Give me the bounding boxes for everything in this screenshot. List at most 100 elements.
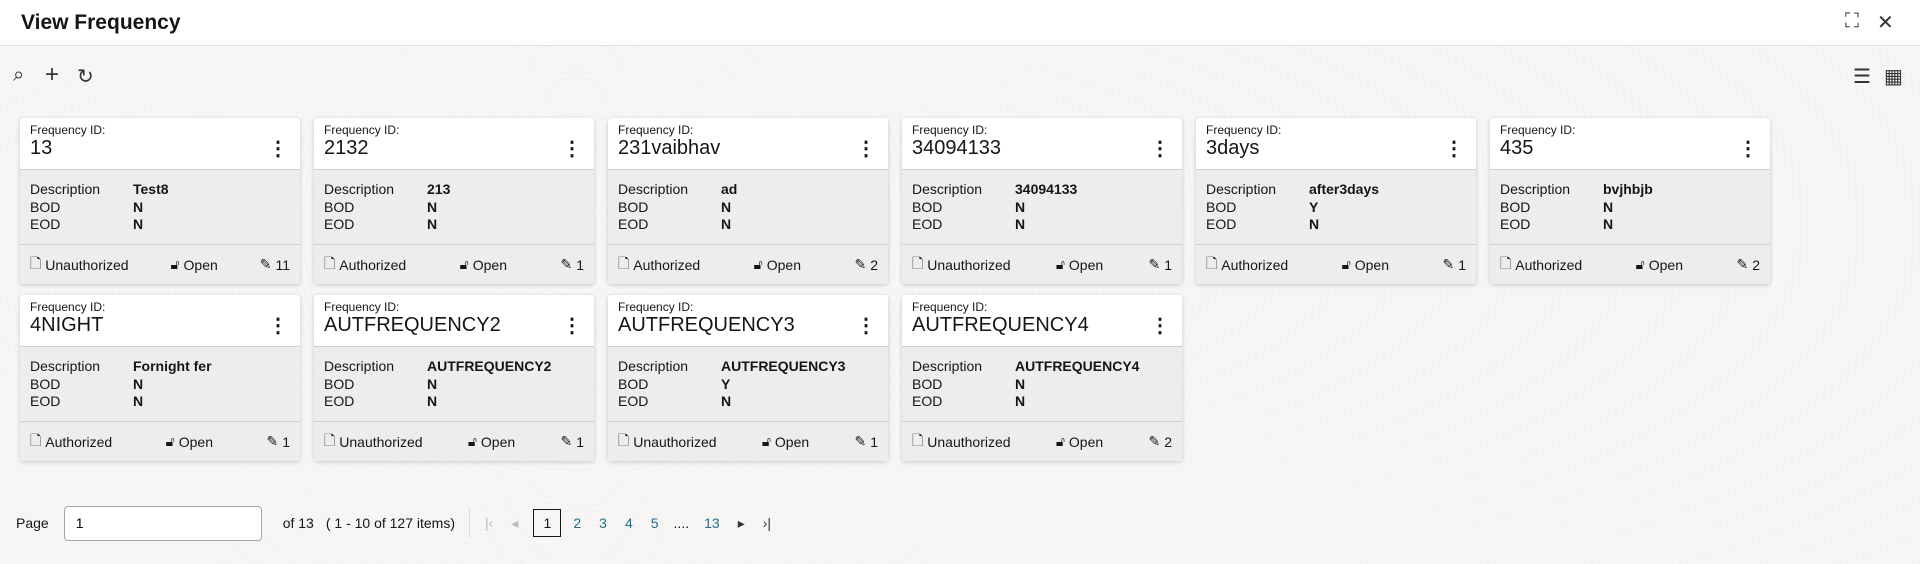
frequency-id-label: Frequency ID: (912, 300, 988, 314)
page-input[interactable] (63, 505, 262, 541)
frequency-card[interactable]: Frequency ID: 4NIGHT ⋮ Description Fornig… (20, 295, 300, 461)
more-options-icon[interactable]: ⋮ (1444, 138, 1464, 160)
close-icon[interactable]: ✕ (1877, 12, 1894, 34)
bod-value: N (427, 375, 438, 392)
frequency-card[interactable]: Frequency ID: AUTFREQUENCY3 ⋮ Descriptio… (608, 295, 888, 461)
page-5[interactable]: 5 (650, 515, 659, 531)
more-options-icon[interactable]: ⋮ (856, 138, 876, 160)
frequency-card[interactable]: Frequency ID: 3days ⋮ Description after3d… (1196, 118, 1476, 284)
modification-count: ✎ 2 (854, 256, 878, 273)
frequency-card[interactable]: Frequency ID: 231vaibhav ⋮ Description ad… (608, 118, 888, 284)
document-icon: 🗋 (912, 431, 924, 448)
frequency-card[interactable]: Frequency ID: 13 ⋮ Description Test8 BOD N… (20, 118, 300, 284)
frequency-id[interactable]: 34094133 (912, 137, 1001, 159)
modification-count: ✎ 2 (1148, 433, 1172, 450)
last-page-icon[interactable]: ›| (762, 515, 772, 531)
card-body: Description Test8 BOD N EOD N (20, 170, 300, 245)
auth-status: 🗋 Authorized (30, 430, 112, 454)
frequency-id[interactable]: AUTFREQUENCY3 (618, 314, 795, 336)
modification-number: 2 (1164, 433, 1172, 450)
card-body: Description AUTFREQUENCY2 BOD N EOD N (314, 347, 594, 422)
auth-status: 🗋 Authorized (1500, 253, 1582, 277)
more-options-icon[interactable]: ⋮ (268, 315, 288, 337)
bod-value: N (721, 198, 732, 215)
more-options-icon[interactable]: ⋮ (1738, 138, 1758, 160)
previous-page-icon[interactable]: ◂ (511, 514, 519, 531)
frequency-id[interactable]: 13 (30, 137, 53, 159)
frequency-id-label: Frequency ID: (324, 300, 400, 314)
frequency-card[interactable]: Frequency ID: AUTFREQUENCY4 ⋮ Descriptio… (902, 295, 1182, 461)
more-options-icon[interactable]: ⋮ (268, 138, 288, 160)
minimize-icon[interactable]: ⛶ (1845, 10, 1859, 32)
lock-status-text: Open (774, 433, 810, 450)
frequency-id[interactable]: 231vaibhav (618, 137, 721, 159)
card-body: Description ad BOD N EOD N (608, 170, 888, 245)
pagination: Page of 13 ( 1 - 10 of 127 items) |‹ ◂ 1… (0, 505, 780, 541)
more-options-icon[interactable]: ⋮ (1150, 315, 1170, 337)
frequency-id[interactable]: AUTFREQUENCY2 (324, 314, 501, 336)
card-header: Frequency ID: 435 ⋮ (1490, 118, 1770, 170)
page-last[interactable]: 13 (704, 515, 720, 531)
eod-value: N (427, 216, 438, 232)
frequency-card[interactable]: Frequency ID: AUTFREQUENCY2 ⋮ Descriptio… (314, 295, 594, 461)
eod-label: EOD (618, 216, 649, 232)
search-icon[interactable]: ⌕ (13, 64, 25, 86)
page-2[interactable]: 2 (573, 515, 582, 531)
frequency-id[interactable]: 2132 (324, 137, 369, 159)
frequency-id-label: Frequency ID: (324, 123, 400, 137)
document-icon: 🗋 (30, 254, 42, 271)
modification-count: ✎ 1 (1148, 256, 1172, 273)
lock-status: 🔓︎ Open (1342, 256, 1389, 273)
frequency-id[interactable]: 4NIGHT (30, 314, 104, 336)
unlock-icon: 🔓︎ (1635, 256, 1645, 272)
lock-status-text: Open (1354, 256, 1389, 273)
frequency-card[interactable]: Frequency ID: 34094133 ⋮ Description 3409… (902, 118, 1182, 284)
eod-label: EOD (324, 393, 355, 409)
current-page[interactable]: 1 (533, 509, 562, 537)
more-options-icon[interactable]: ⋮ (856, 315, 876, 337)
page-3[interactable]: 3 (599, 515, 607, 531)
frequency-id[interactable]: 435 (1500, 137, 1534, 159)
card-header: Frequency ID: AUTFREQUENCY3 ⋮ (608, 295, 888, 347)
auth-status-text: Unauthorized (927, 256, 1011, 273)
frequency-id-label: Frequency ID: (1206, 123, 1282, 137)
next-page-icon[interactable]: ▸ (737, 514, 745, 531)
frequency-card[interactable]: Frequency ID: 435 ⋮ Description bvjhbjb B… (1490, 118, 1770, 284)
frequency-card[interactable]: Frequency ID: 2132 ⋮ Description 213 BOD N… (314, 118, 594, 284)
description-value: ad (721, 181, 738, 197)
add-icon[interactable]: + (45, 61, 60, 88)
more-options-icon[interactable]: ⋮ (562, 138, 582, 160)
edit-icon: ✎ (1148, 256, 1161, 272)
modification-count: ✎ 1 (854, 433, 878, 450)
modification-number: 2 (870, 256, 878, 273)
description-value: AUTFREQUENCY2 (427, 358, 552, 374)
unlock-icon: 🔓︎ (170, 256, 180, 272)
list-view-icon[interactable]: ☰ (1853, 66, 1871, 88)
auth-status-text: Authorized (1221, 256, 1289, 273)
grid-view-icon[interactable]: ▦ (1884, 66, 1903, 88)
first-page-icon[interactable]: |‹ (485, 515, 494, 531)
page-4[interactable]: 4 (624, 515, 633, 531)
eod-label: EOD (1500, 216, 1531, 232)
eod-value: N (721, 216, 732, 232)
frequency-id-label: Frequency ID: (618, 300, 694, 314)
description-label: Description (324, 358, 395, 374)
auth-status-text: Authorized (1515, 256, 1583, 273)
card-footer: 🗋 Unauthorized 🔓︎ Open ✎ 1 (608, 422, 888, 461)
card-body: Description 213 BOD N EOD N (314, 170, 594, 245)
more-options-icon[interactable]: ⋮ (1150, 138, 1170, 160)
more-options-icon[interactable]: ⋮ (562, 315, 582, 337)
refresh-icon[interactable]: ↻ (77, 66, 94, 88)
card-footer: 🗋 Unauthorized 🔓︎ Open ✎ 11 (20, 245, 300, 284)
lock-status-text: Open (1068, 433, 1104, 450)
edit-icon: ✎ (854, 433, 867, 449)
frequency-id[interactable]: 3days (1206, 137, 1260, 159)
eod-value: N (721, 393, 732, 409)
card-footer: 🗋 Unauthorized 🔓︎ Open ✎ 1 (902, 245, 1182, 284)
lock-status-text: Open (472, 256, 507, 273)
frequency-id[interactable]: AUTFREQUENCY4 (912, 314, 1089, 336)
lock-status: 🔓︎ Open (1056, 256, 1103, 273)
description-value: Test8 (133, 181, 169, 197)
bod-label: BOD (618, 375, 649, 392)
bod-value: Y (721, 375, 731, 392)
